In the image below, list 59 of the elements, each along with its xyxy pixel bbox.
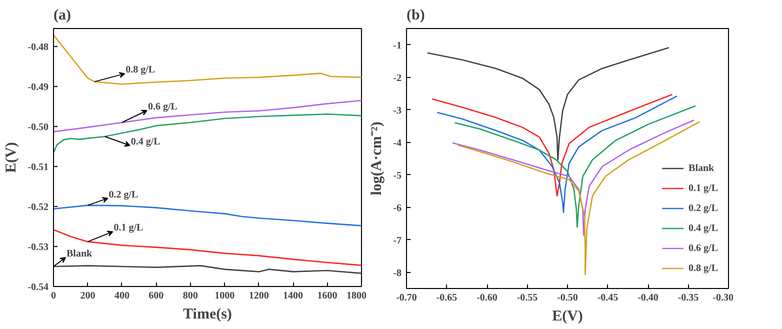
legend-label: 0.2 g/L	[688, 202, 718, 214]
x-tick-label: -0.70	[396, 292, 417, 304]
x-tick-label: 1000	[214, 290, 235, 302]
series-label: 0.6 g/L	[148, 102, 178, 112]
x-tick-label: -0.65	[436, 292, 458, 304]
series-label: Blank	[66, 248, 93, 260]
y-tick-label: -0.54	[28, 282, 49, 293]
x-axis-title: Time(s)	[183, 306, 232, 322]
x-tick-label: -0.55	[516, 292, 538, 304]
x-tick-label: -0.30	[712, 292, 734, 304]
y-tick-label: -4	[393, 138, 402, 149]
series-label: 0.2 g/L	[108, 189, 138, 200]
y-axis-title: E(V)	[4, 142, 20, 173]
y-tick-label: -8	[393, 268, 402, 279]
line-series	[54, 265, 362, 274]
x-tick-label: 1200	[248, 290, 269, 302]
legend-label: 0.1 g/L	[688, 182, 718, 194]
series-label: 0.1 g/L	[114, 222, 144, 234]
line-series	[54, 34, 362, 85]
chart-title: (b)	[406, 8, 425, 24]
x-tick-label: -0.40	[638, 292, 658, 304]
chart-title: (a)	[54, 8, 71, 24]
x-tick-label: 0	[51, 290, 56, 302]
y-tick-label: -0.50	[28, 122, 49, 133]
series-label: 0.4 g/L	[130, 136, 161, 148]
x-tick-label: -0.60	[476, 292, 498, 304]
line-series	[436, 95, 678, 214]
x-tick-label: 200	[80, 290, 96, 302]
x-tick-label: 1400	[283, 290, 304, 302]
y-tick-label: -0.53	[28, 242, 49, 253]
y-tick-label: -7	[393, 235, 402, 246]
y-tick-label: -0.52	[28, 202, 49, 213]
x-axis-title: E(V)	[552, 308, 583, 324]
line-series	[426, 47, 670, 160]
line-series	[54, 113, 362, 154]
line-series	[432, 94, 673, 197]
x-tick-label: -0.50	[557, 292, 578, 304]
legend-label: Blank	[688, 162, 714, 174]
x-tick-label: -0.35	[678, 292, 699, 304]
x-tick-label: 1600	[317, 290, 338, 302]
y-tick-label: -6	[393, 202, 402, 214]
y-tick-label: -3	[393, 105, 402, 116]
line-series	[54, 100, 362, 132]
x-tick-label: 400	[114, 290, 130, 302]
y-axis-title: log(A·cm⁻²)	[369, 122, 386, 196]
y-tick-label: -0.48	[28, 42, 49, 53]
x-tick-label: -0.45	[597, 292, 618, 304]
x-tick-label: 1800	[346, 290, 366, 302]
legend-label: 0.4 g/L	[688, 222, 718, 234]
x-tick-label: 600	[148, 290, 164, 302]
x-tick-label: 800	[182, 290, 198, 302]
legend-label: 0.8 g/L	[688, 262, 718, 274]
y-tick-label: -1	[393, 40, 402, 52]
y-tick-label: -0.51	[28, 162, 49, 173]
y-tick-label: -0.49	[28, 82, 49, 93]
legend-label: 0.6 g/L	[688, 242, 718, 254]
series-label: 0.8 g/L	[126, 64, 156, 76]
y-tick-label: -5	[393, 170, 402, 182]
y-tick-label: -2	[393, 72, 402, 84]
